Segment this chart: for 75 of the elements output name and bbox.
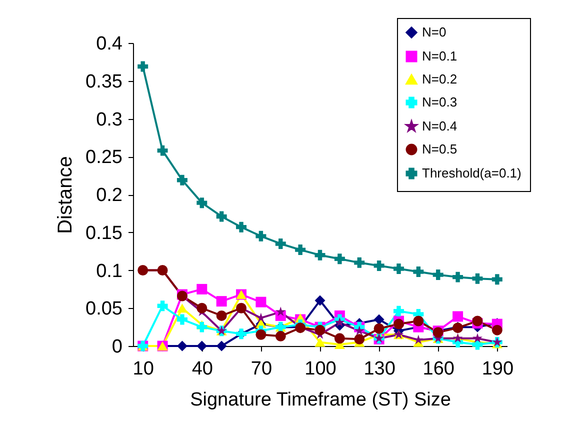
x-tick-label: 190	[482, 358, 514, 380]
point	[354, 257, 365, 268]
point	[334, 254, 345, 264]
point	[452, 272, 464, 282]
point	[492, 274, 502, 285]
point	[275, 330, 286, 342]
legend-label: N=0.2	[422, 72, 458, 86]
y-tick-label: 0.4	[96, 34, 123, 54]
point	[334, 317, 345, 327]
point	[216, 310, 227, 321]
point	[314, 295, 326, 306]
point	[413, 266, 424, 278]
legend-label: N=0.5	[422, 142, 458, 156]
point	[472, 273, 483, 284]
point	[236, 222, 247, 232]
y-tick-label: 0.35	[86, 71, 122, 92]
x-tick-label: 40	[192, 358, 213, 380]
point	[176, 314, 188, 325]
legend-label: N=0	[422, 24, 446, 40]
point	[374, 260, 384, 271]
point	[334, 333, 345, 344]
y-tick-label: 0.15	[86, 222, 122, 244]
point	[196, 322, 208, 332]
point	[138, 61, 148, 72]
legend-label: N=0.1	[422, 48, 458, 64]
point	[176, 304, 188, 313]
point	[216, 211, 227, 222]
y-tick-label: 0	[112, 336, 122, 358]
x-tick-label: 100	[304, 358, 336, 380]
point	[256, 329, 266, 340]
point	[196, 340, 208, 352]
point	[176, 174, 188, 186]
y-tick-label: 0.2	[96, 185, 122, 206]
x-tick-label: 70	[250, 358, 272, 380]
point	[393, 318, 404, 330]
point	[275, 238, 286, 249]
point	[176, 340, 188, 352]
point	[354, 334, 365, 344]
point	[157, 145, 168, 156]
legend-label: N=0.4	[422, 118, 458, 134]
y-tick-label: 0.05	[86, 298, 122, 320]
point	[314, 324, 326, 336]
point	[374, 314, 384, 325]
x-axis-title: Signature Timeframe (ST) Size	[190, 390, 451, 410]
point	[216, 296, 227, 307]
y-tick-label: 0.25	[86, 147, 122, 168]
x-tick-label: 130	[364, 358, 396, 380]
point	[157, 300, 168, 312]
point	[354, 326, 364, 336]
legend-label: Threshold(a=0.1)	[422, 166, 522, 180]
point	[256, 230, 266, 242]
point	[374, 323, 384, 334]
point	[393, 306, 404, 316]
point	[472, 316, 483, 326]
x-tick-label: 160	[422, 358, 454, 380]
point	[196, 284, 208, 294]
point	[276, 306, 286, 316]
y-tick-label: 0.3	[96, 109, 122, 130]
point	[295, 244, 306, 256]
point	[256, 296, 266, 308]
point	[393, 263, 404, 274]
point	[413, 316, 424, 326]
point	[472, 333, 482, 343]
y-tick-label: 0.1	[96, 260, 122, 282]
point	[314, 250, 326, 260]
point	[314, 338, 326, 347]
legend-label: N=0.3	[422, 94, 458, 110]
point	[196, 198, 208, 208]
point	[196, 302, 208, 314]
x-tick-label: 10	[132, 358, 154, 380]
point	[432, 270, 444, 280]
y-axis-title: Distance	[54, 156, 77, 234]
point	[216, 340, 227, 352]
point	[452, 311, 464, 322]
point	[492, 324, 502, 336]
